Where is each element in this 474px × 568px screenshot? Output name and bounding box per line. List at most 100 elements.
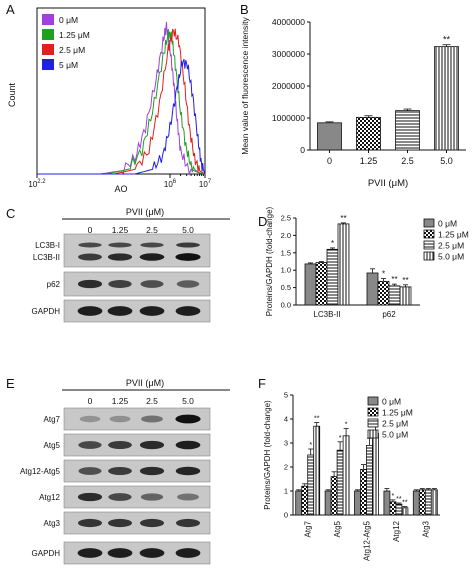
panel-label-f: F <box>258 376 266 391</box>
significance-mark: ** <box>443 35 451 45</box>
blot-band <box>77 548 103 558</box>
significance-mark: ** <box>402 276 408 285</box>
x-category-label: 0 <box>327 156 332 166</box>
blot-band <box>109 415 131 423</box>
blot-title: PVII (μM) <box>126 378 164 388</box>
bar <box>418 489 426 516</box>
panel-label-a: A <box>6 2 15 17</box>
blot-band <box>176 242 200 248</box>
bar <box>307 454 315 516</box>
legend-label: 5 μM <box>59 60 78 70</box>
western-blot-c: PVII (μM) 0 1.25 2.5 5.0 LC3B-I LC3B-II p62 GAPD… <box>32 207 230 323</box>
blot-band <box>77 306 103 316</box>
histogram-x-label: AO <box>114 184 127 194</box>
blot-band <box>108 466 132 476</box>
legend-swatch <box>367 396 379 406</box>
blot-band <box>140 280 164 288</box>
y-tick-label: 3 <box>284 439 288 448</box>
bar <box>389 501 397 516</box>
blot-band <box>108 242 132 248</box>
legend-swatch <box>367 407 379 417</box>
bar <box>324 490 332 516</box>
legend-label: 2.5 μM <box>438 241 464 251</box>
significance-mark: ** <box>340 214 346 223</box>
legend-swatch <box>42 44 54 55</box>
bar <box>377 280 390 306</box>
blot-row-label: p62 <box>47 280 61 289</box>
blot-lane-label: 2.5 <box>146 225 158 235</box>
blot-band <box>108 440 132 450</box>
blot-band <box>176 280 200 288</box>
bar <box>399 286 412 306</box>
x-category-label: 2.5 <box>401 156 414 166</box>
bar <box>315 262 328 306</box>
bar <box>342 435 350 516</box>
x-category-label: Atg3 <box>421 520 430 537</box>
blot-row-label: Atg12 <box>39 493 60 502</box>
bar <box>383 490 391 516</box>
x-axis-label: PVII (μM) <box>368 178 408 189</box>
y-tick-label: 2.5 <box>281 214 291 223</box>
blot-membrane <box>63 433 211 457</box>
significance-mark: * <box>331 239 334 248</box>
blot-row-label: Atg3 <box>44 519 61 528</box>
significance-mark: * <box>309 442 312 449</box>
legend-swatch <box>423 229 435 239</box>
bar <box>372 432 379 516</box>
x-category-label: Atg7 <box>304 520 313 537</box>
legend-swatch <box>423 251 435 261</box>
blot-band <box>78 242 102 248</box>
blot-band <box>108 518 132 528</box>
histogram-curve-1 <box>37 21 206 176</box>
blot-membrane <box>63 233 211 268</box>
blot-band <box>140 493 164 501</box>
legend-swatch <box>367 429 379 439</box>
blot-row-label: Atg12-Atg5 <box>20 467 61 476</box>
bar <box>295 490 303 516</box>
legend-swatch <box>42 14 54 25</box>
y-tick-label: 5 <box>284 391 288 400</box>
blot-band <box>175 466 201 476</box>
significance-mark: * <box>339 435 342 442</box>
bar <box>301 485 309 516</box>
bar <box>434 46 459 151</box>
histogram-curves: 102.2 106 107 <box>28 7 212 189</box>
blot-band <box>141 415 163 423</box>
x-category-label: Atg12-Atg5 <box>363 520 372 561</box>
legend-label: 0 μM <box>438 219 457 229</box>
significance-mark: ** <box>402 500 408 507</box>
bar <box>313 425 321 516</box>
y-tick-label: 0.0 <box>281 301 291 310</box>
blot-lane-label: 2.5 <box>146 396 158 406</box>
blot-lane-label: 1.25 <box>112 225 129 235</box>
legend-label: 1.25 μM <box>59 30 90 40</box>
blot-lane-label: 1.25 <box>112 396 129 406</box>
blot-band <box>139 466 165 476</box>
legend-swatch <box>423 218 435 228</box>
blot-lane-label: 0 <box>88 225 93 235</box>
x-category-label: p62 <box>382 310 396 319</box>
blot-band <box>140 518 164 528</box>
panel-label-e: E <box>6 376 15 391</box>
histogram-x-tick-label: 102.2 <box>28 179 46 189</box>
significance-mark: * <box>392 493 395 500</box>
histogram-legend: 0 μM 1.25 μM 2.5 μM 5 μM <box>42 14 90 70</box>
bar <box>395 110 420 151</box>
blot-lane-label: 0 <box>88 396 93 406</box>
blot-membrane <box>63 299 211 323</box>
blot-membrane <box>63 511 211 535</box>
significance-mark: * <box>345 422 348 429</box>
blot-band <box>140 242 164 248</box>
legend-label: 2.5 μM <box>59 45 85 55</box>
histogram-curve-3 <box>37 28 206 175</box>
histogram-x-tick-label: 107 <box>199 179 212 189</box>
bar <box>360 468 367 516</box>
blot-membrane <box>63 459 211 483</box>
histogram-curve-2 <box>37 28 206 175</box>
significance-mark: ** <box>314 416 320 423</box>
bar <box>395 503 403 516</box>
blot-band <box>176 518 200 528</box>
histogram-curve-4 <box>37 59 206 175</box>
